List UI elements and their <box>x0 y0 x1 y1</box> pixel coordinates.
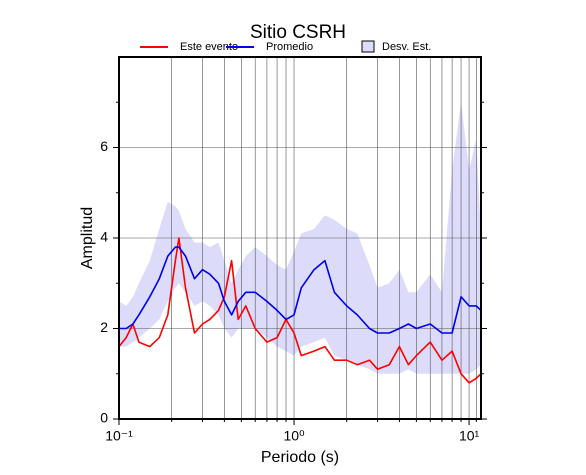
y-tick-label: 2 <box>100 319 108 335</box>
series-line <box>118 237 482 384</box>
x-axis-label: Periodo (s) <box>261 449 339 466</box>
y-tick-label: 6 <box>100 138 108 154</box>
x-tick-label: 10⁰ <box>283 428 305 444</box>
chart-title: Sitio CSRH <box>250 22 346 43</box>
legend-label: Desv. Est. <box>382 41 431 53</box>
x-tick-label: 10⁻¹ <box>105 428 133 444</box>
legend-swatch <box>361 40 375 53</box>
x-tick-label: 10¹ <box>459 428 480 444</box>
y-axis-label: Amplitud <box>79 207 96 269</box>
legend-label: Este evento <box>180 41 238 53</box>
series-line <box>119 246 482 334</box>
y-tick-label: 0 <box>100 410 108 426</box>
y-tick-label: 4 <box>100 229 108 245</box>
legend-label: Promedio <box>266 41 313 53</box>
